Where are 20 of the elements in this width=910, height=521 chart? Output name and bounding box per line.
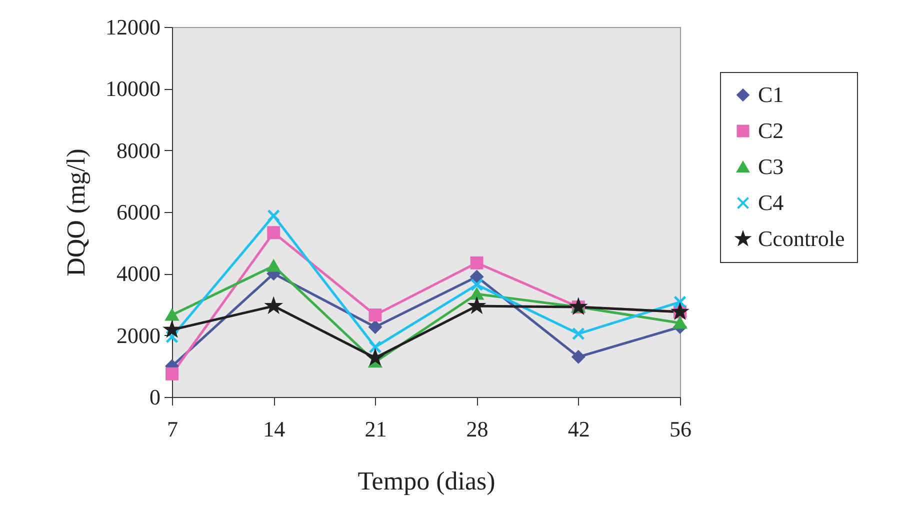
y-tick-label: 0 (150, 384, 160, 410)
legend-label: C1 (758, 82, 784, 107)
x-axis-title: Tempo (dias) (358, 466, 496, 496)
x-tick-label: 14 (263, 416, 286, 442)
y-tick-label: 6000 (116, 200, 160, 224)
y-tick-label: 8000 (116, 138, 160, 163)
y-tick-label: 12000 (106, 14, 160, 40)
x-tick-label: 42 (568, 416, 590, 442)
x-tick-label: 28 (466, 416, 488, 442)
legend-label: C3 (758, 154, 784, 179)
legend-label: C4 (758, 190, 784, 215)
x-tick-label: 7 (167, 416, 178, 442)
legend-label: Ccontrole (758, 226, 845, 251)
x-tick-label: 21 (364, 416, 387, 442)
y-axis-title: DQO (mg/l) (62, 148, 90, 276)
legend-label: C2 (758, 118, 784, 143)
x-tick-label: 56 (670, 416, 692, 442)
y-tick-label: 4000 (116, 261, 160, 286)
y-tick-label: 10000 (106, 76, 160, 102)
y-tick-label: 2000 (116, 322, 160, 348)
